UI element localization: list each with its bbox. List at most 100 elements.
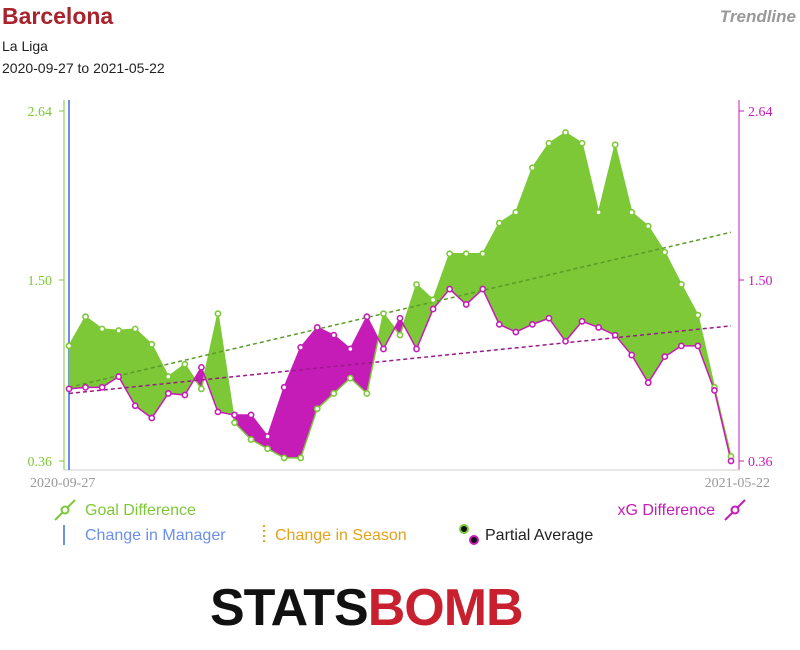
logo-bomb: BOMB <box>367 579 524 637</box>
xg-difference-point[interactable] <box>280 383 288 391</box>
xg-difference-point[interactable] <box>562 337 569 345</box>
xg-difference-point[interactable] <box>529 320 536 328</box>
goal-difference-point[interactable] <box>280 454 288 462</box>
xg-difference-point[interactable] <box>628 351 636 359</box>
difference-fill-segment <box>283 347 301 459</box>
xg-difference-point[interactable] <box>545 314 553 322</box>
goal-difference-point[interactable] <box>512 208 520 216</box>
right-tick-label-bottom: 0.36 <box>748 455 773 470</box>
xg-difference-point[interactable] <box>495 320 503 328</box>
xg-difference-point[interactable] <box>446 285 454 293</box>
goal-difference-point[interactable] <box>495 219 503 227</box>
xg-difference-point[interactable] <box>694 342 702 350</box>
goal-difference-point[interactable] <box>545 139 553 147</box>
chart-axes: 2.64 1.50 0.36 2.64 1.50 0.36 2020-09-27… <box>28 100 773 491</box>
xg-difference-point[interactable] <box>429 305 437 313</box>
goal-difference-point[interactable] <box>346 374 354 382</box>
difference-fill-segment <box>118 328 136 407</box>
goal-difference-point[interactable] <box>264 445 271 453</box>
legend-change-manager[interactable]: Change in Manager <box>63 525 226 545</box>
xg-difference-point[interactable] <box>214 408 222 416</box>
goal-difference-point[interactable] <box>148 340 156 348</box>
legend-change-season[interactable]: Change in Season <box>263 525 407 545</box>
goal-difference-point[interactable] <box>611 141 619 149</box>
trendlines <box>68 231 732 395</box>
xg-difference-point[interactable] <box>595 324 602 331</box>
xg-difference-point[interactable] <box>727 457 735 465</box>
goal-difference-point[interactable] <box>363 390 371 397</box>
xg-difference-point[interactable] <box>611 331 619 339</box>
xg-difference-point[interactable] <box>677 342 685 350</box>
goal-difference-point[interactable] <box>628 208 636 216</box>
goal-difference-point[interactable] <box>578 139 586 147</box>
goal-difference-point[interactable] <box>181 360 189 368</box>
goal-difference-point[interactable] <box>677 281 685 288</box>
xg-difference-point[interactable] <box>148 414 156 422</box>
goal-difference-point[interactable] <box>595 208 602 216</box>
goal-difference-point[interactable] <box>131 325 139 333</box>
xg-difference-point[interactable] <box>479 285 487 293</box>
goal-difference-point[interactable] <box>446 250 454 258</box>
xg-difference-point[interactable] <box>164 390 172 397</box>
goal-difference-point[interactable] <box>65 342 73 350</box>
xg-difference-point[interactable] <box>644 379 652 387</box>
xg-difference-point[interactable] <box>363 313 371 321</box>
partial-avg-xg-marker <box>469 535 479 545</box>
goal-difference-point[interactable] <box>396 331 404 339</box>
goal-difference-point[interactable] <box>98 325 106 333</box>
goal-difference-point[interactable] <box>297 454 305 462</box>
xg-difference-point[interactable] <box>313 324 321 331</box>
team-name: Barcelona <box>2 3 114 29</box>
xg-difference-point[interactable] <box>380 345 387 353</box>
goal-difference-point[interactable] <box>380 310 387 318</box>
goal-difference-point[interactable] <box>529 164 536 172</box>
difference-fill-segment <box>168 363 186 396</box>
legend-xg-difference[interactable]: xG Difference <box>617 499 746 521</box>
statsbomb-logo: STATSBOMB <box>210 578 524 638</box>
xg-difference-point[interactable] <box>197 363 205 371</box>
goal-difference-point[interactable] <box>247 436 255 443</box>
partial-avg-goal-marker <box>459 524 469 534</box>
xg-difference-point[interactable] <box>65 385 73 393</box>
xg-difference-point[interactable] <box>661 353 669 361</box>
xg-difference-point[interactable] <box>711 386 718 394</box>
xg-difference-point[interactable] <box>131 402 139 410</box>
goal-difference-point[interactable] <box>562 129 569 136</box>
xg-difference-point[interactable] <box>346 345 354 353</box>
xg-difference-point[interactable] <box>512 328 520 336</box>
manager-legend-label: Change in Manager <box>85 527 226 544</box>
x-end-label: 2021-05-22 <box>705 476 770 491</box>
goal-difference-point[interactable] <box>429 296 437 304</box>
legend-goal-difference[interactable]: Goal Difference <box>54 499 196 521</box>
legend-partial-average[interactable]: Partial Average <box>459 524 593 545</box>
xg-difference-point[interactable] <box>115 373 123 380</box>
goal-difference-point[interactable] <box>413 281 420 288</box>
goal-difference-point[interactable] <box>164 373 172 380</box>
goal-difference-point[interactable] <box>462 250 470 258</box>
goal-difference-point[interactable] <box>644 222 652 230</box>
xg-difference-point[interactable] <box>247 411 255 419</box>
xg-difference-point[interactable] <box>98 383 106 391</box>
xg-difference-point[interactable] <box>297 344 305 351</box>
xg-difference-point[interactable] <box>181 391 189 399</box>
xg-difference-point[interactable] <box>413 345 420 353</box>
xg-difference-point[interactable] <box>330 331 338 339</box>
xg-difference-point[interactable] <box>264 433 271 440</box>
goal-difference-point[interactable] <box>330 390 338 397</box>
goal-difference-point[interactable] <box>197 385 205 393</box>
goal-difference-point[interactable] <box>214 310 222 318</box>
xg-difference-point[interactable] <box>231 411 238 419</box>
goal-difference-point[interactable] <box>82 313 89 321</box>
goal-difference-point[interactable] <box>313 405 321 413</box>
xg-difference-point[interactable] <box>82 383 89 391</box>
goal-difference-point[interactable] <box>661 248 669 256</box>
goal-difference-point[interactable] <box>479 250 487 258</box>
goal-difference-point[interactable] <box>231 419 238 427</box>
xg-difference-point[interactable] <box>578 317 586 325</box>
xg-difference-point[interactable] <box>396 314 404 322</box>
xg-difference-point[interactable] <box>462 301 470 308</box>
goal-difference-point[interactable] <box>694 311 702 319</box>
goal-difference-point[interactable] <box>115 327 123 334</box>
header: Barcelona La Liga 2020-09-27 to 2021-05-… <box>2 2 165 77</box>
